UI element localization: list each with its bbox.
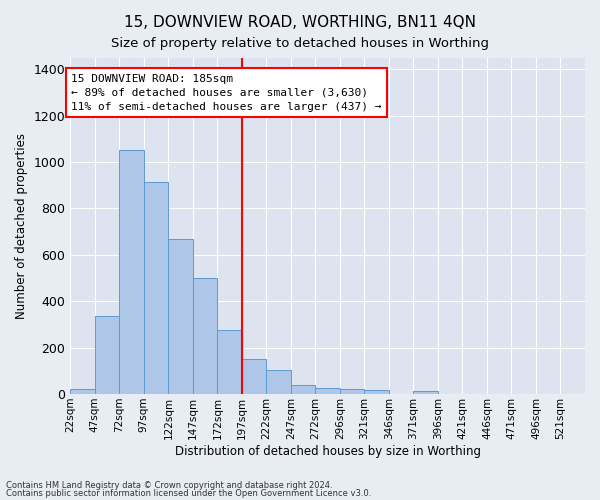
Bar (70, 389, 95, 394)
Bar (95, 316, 119, 394)
Text: Contains HM Land Registry data © Crown copyright and database right 2024.: Contains HM Land Registry data © Crown c… (6, 480, 332, 490)
Text: Contains public sector information licensed under the Open Government Licence v3: Contains public sector information licen… (6, 489, 371, 498)
Bar (193, 278, 217, 394)
Bar (291, 385, 315, 394)
Bar (169, 238, 193, 394)
Y-axis label: Number of detached properties: Number of detached properties (15, 133, 28, 319)
Bar (119, 150, 143, 394)
Bar (316, 388, 340, 394)
Bar (340, 389, 364, 394)
Bar (217, 330, 242, 394)
Bar (266, 370, 290, 394)
Bar (413, 392, 437, 394)
Text: Size of property relative to detached houses in Worthing: Size of property relative to detached ho… (111, 38, 489, 51)
Text: 15, DOWNVIEW ROAD, WORTHING, BN11 4QN: 15, DOWNVIEW ROAD, WORTHING, BN11 4QN (124, 15, 476, 30)
X-axis label: Distribution of detached houses by size in Worthing: Distribution of detached houses by size … (175, 444, 481, 458)
Text: 15 DOWNVIEW ROAD: 185sqm
← 89% of detached houses are smaller (3,630)
11% of sem: 15 DOWNVIEW ROAD: 185sqm ← 89% of detach… (71, 74, 382, 112)
Bar (364, 390, 389, 394)
Bar (242, 359, 266, 394)
Bar (144, 182, 168, 394)
